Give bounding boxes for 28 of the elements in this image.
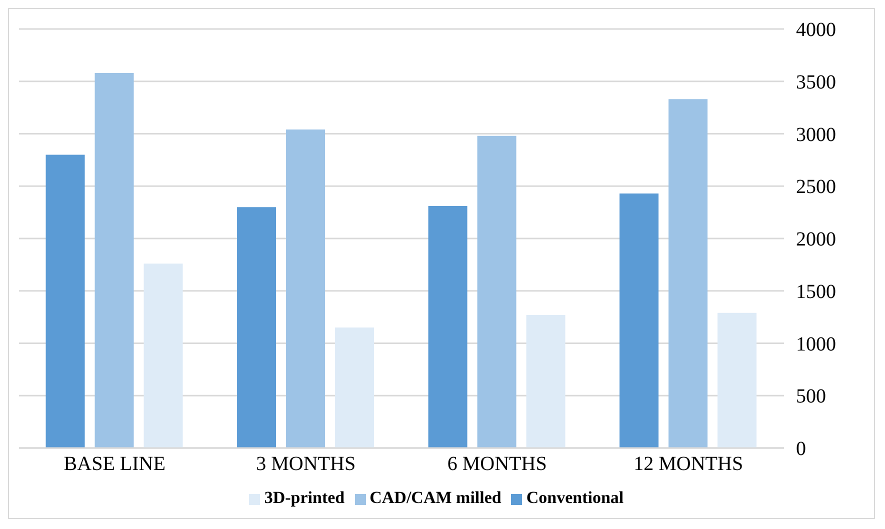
x-tick-label: 3 MONTHS (256, 453, 356, 476)
x-tick-label: 6 MONTHS (447, 453, 547, 476)
y-tick-label: 2500 (796, 176, 836, 198)
y-tick-label: 3000 (796, 124, 836, 146)
bar (94, 72, 134, 448)
bar (46, 154, 85, 448)
y-tick-label: 4000 (796, 19, 836, 42)
legend-label: CAD/CAM milled (370, 488, 502, 507)
bar (144, 264, 183, 448)
bar (477, 136, 516, 448)
legend-label: Conventional (526, 488, 624, 507)
y-tick-label: 1500 (796, 280, 836, 303)
y-tick-label: 1000 (796, 333, 836, 356)
bar (620, 193, 659, 448)
bar (718, 312, 757, 448)
y-tick-label: 0 (796, 438, 806, 460)
bar (335, 328, 374, 448)
legend-label: 3D-printed (264, 488, 345, 507)
bar (237, 207, 276, 448)
bar (668, 99, 708, 448)
y-tick-label: 500 (796, 386, 826, 408)
x-tick-label: BASE LINE (64, 453, 166, 476)
bar (526, 314, 566, 448)
bar (286, 130, 326, 448)
x-tick-label: 12 MONTHS (634, 453, 744, 476)
y-tick-label: 3500 (796, 71, 836, 94)
y-tick-label: 2000 (796, 228, 836, 251)
bar (428, 206, 468, 448)
